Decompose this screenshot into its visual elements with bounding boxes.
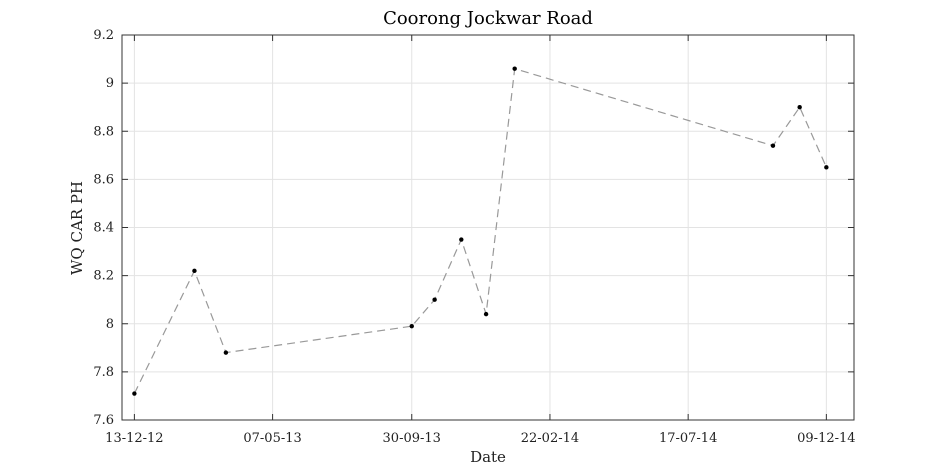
y-tick-label: 7.8 xyxy=(93,365,114,380)
axis-ticks: 7.6 7.8 8 8.2 8.4 8.6 8.8 9 9.2 13-12-12 07-05-13 3… xyxy=(93,28,855,446)
data-point xyxy=(797,104,802,110)
x-tick-label: 30-09-13 xyxy=(383,431,441,446)
data-point xyxy=(223,350,229,355)
data-point xyxy=(459,237,464,242)
y-tick-label: 8.8 xyxy=(93,124,114,139)
series-polyline xyxy=(133,67,827,394)
y-tick-label: 8.4 xyxy=(93,221,114,236)
y-tick-label: 8.2 xyxy=(93,269,114,284)
x-tick-label: 17-07-14 xyxy=(659,431,717,446)
data-point xyxy=(770,143,776,148)
data-point xyxy=(512,66,517,71)
x-tick-label: 13-12-12 xyxy=(105,431,163,446)
data-point xyxy=(824,165,829,170)
data-point xyxy=(432,297,437,302)
data-point xyxy=(192,268,197,274)
y-tick-label: 8.6 xyxy=(93,172,114,187)
y-tick-label: 7.6 xyxy=(93,413,114,428)
data-point xyxy=(132,391,137,396)
x-axis-label: Date xyxy=(470,448,506,466)
chart-title: Coorong Jockwar Road xyxy=(383,8,593,29)
x-tick-label: 09-12-14 xyxy=(797,431,855,446)
y-tick-label: 9 xyxy=(106,76,114,91)
y-axis-label: WQ CAR PH xyxy=(68,181,86,275)
grid xyxy=(122,34,854,421)
y-tick-label: 8 xyxy=(106,317,114,332)
data-point xyxy=(483,311,489,317)
series-line xyxy=(133,67,827,394)
y-tick-label: 9.2 xyxy=(93,28,114,43)
series-markers xyxy=(132,66,829,396)
x-tick-label: 07-05-13 xyxy=(243,431,301,446)
x-tick-label: 22-02-14 xyxy=(521,431,579,446)
data-point xyxy=(409,323,414,329)
